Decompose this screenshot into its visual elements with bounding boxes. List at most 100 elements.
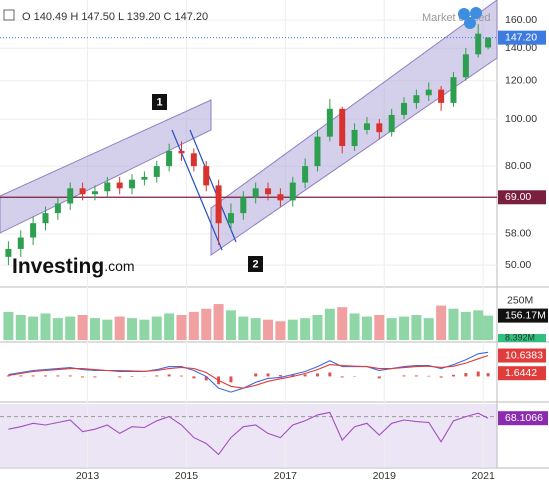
candle-body (265, 188, 272, 195)
volume-bar (423, 318, 434, 340)
candle-body (67, 188, 74, 204)
macd-histogram-bar (486, 373, 490, 377)
volume-bar (65, 316, 76, 340)
macd-histogram-bar (93, 376, 97, 378)
volume-ma-label: 8.392M (505, 332, 535, 342)
volume-bar (411, 315, 422, 340)
macd-histogram-bar (303, 374, 307, 377)
macd-histogram-bar (56, 375, 60, 377)
volume-bar (448, 308, 459, 340)
volume-bar (102, 319, 113, 340)
volume-bar (386, 318, 397, 340)
volume-bar (114, 316, 125, 340)
macd-histogram-bar (31, 375, 35, 377)
volume-bar (15, 315, 26, 340)
macd-histogram-bar (315, 373, 319, 377)
annotation: 1 (156, 96, 162, 108)
volume-bar (337, 307, 348, 340)
y-tick-label: 120.00 (505, 74, 537, 86)
x-tick-label: 2021 (471, 470, 495, 482)
crosshair-icon[interactable] (3, 9, 15, 21)
macd-histogram-bar (278, 375, 282, 377)
ohlc-legend: O 140.49 H 147.50 L 139.20 C 147.20 (22, 11, 208, 23)
y-tick-label: 100.00 (505, 113, 537, 125)
candle-body (475, 33, 482, 55)
volume-bar (176, 315, 187, 340)
candle-body (79, 188, 86, 195)
y-tick-label: 50.00 (505, 259, 531, 271)
volume-bar (28, 316, 39, 340)
macd-histogram-bar (254, 373, 258, 377)
last-price-box (498, 30, 546, 45)
volume-bar (250, 318, 261, 340)
macd-histogram-bar (130, 376, 134, 378)
candle-body (339, 108, 346, 147)
axes: 2013 2015 2017 2019 2021 160.00 140.00 120.00 10… (76, 14, 548, 482)
annotation-box (152, 94, 167, 110)
trendline (171, 129, 223, 251)
macd-histogram-bar (204, 376, 208, 381)
y-tick-label: 80.00 (505, 160, 531, 172)
volume-bar (238, 316, 249, 340)
candle-body (178, 150, 185, 154)
volume-bar (188, 311, 199, 340)
volume-bar (399, 316, 410, 340)
volume-bar (374, 315, 385, 340)
candle-body (401, 102, 408, 115)
y-tick-label: 160.00 (505, 14, 537, 26)
candle-body (240, 197, 247, 214)
candle-body (42, 213, 49, 224)
candle-body (351, 129, 358, 147)
candle-body (129, 179, 136, 189)
y-tick-label: 250M (507, 295, 533, 307)
rsi-line (8, 411, 489, 456)
macd-histogram-bar (328, 372, 332, 377)
candle-body (17, 237, 24, 249)
candle-body (30, 223, 37, 238)
event-marker[interactable] (464, 17, 476, 29)
macd-histogram-bar (19, 375, 23, 377)
candle-body (141, 176, 148, 180)
volume-bar (287, 319, 298, 340)
volume-ma-box (498, 334, 546, 342)
macd-histogram-bar (340, 376, 344, 378)
macd-histogram-bar (439, 376, 443, 378)
plot-area (0, 24, 497, 456)
candle-body (54, 203, 61, 214)
candle-body (363, 123, 370, 130)
watermark-main: Investing (12, 255, 104, 278)
macd-histogram-bar (451, 374, 455, 377)
candle-body (314, 136, 321, 167)
candle-body (104, 182, 111, 192)
volume-bar (300, 318, 311, 340)
volume-bar (473, 310, 484, 340)
y-tick-label: 58.00 (505, 228, 531, 240)
macd-histogram-bar (68, 375, 72, 377)
volume-bar (483, 315, 494, 340)
candle-body (289, 182, 296, 201)
volume-bar (89, 318, 100, 340)
trendline (189, 129, 237, 243)
candle-body (91, 191, 98, 195)
event-marker[interactable] (458, 8, 470, 20)
signal-line (8, 354, 489, 389)
volume-bar (164, 313, 175, 340)
candle-body (190, 153, 197, 167)
volume-bar (3, 311, 14, 340)
volume-bar (127, 318, 138, 340)
volume-bar (436, 305, 447, 340)
macd-histogram-bar (291, 374, 295, 377)
volume-bar (225, 310, 236, 340)
macd-histogram-bar (229, 376, 233, 383)
macd-histogram-bar (427, 375, 431, 377)
signal-last-box (498, 348, 546, 363)
event-marker[interactable] (470, 7, 482, 19)
macd-histogram-bar (179, 375, 183, 377)
rsi-last-box (498, 411, 548, 426)
x-tick-label: 2015 (175, 470, 199, 482)
candle-body (438, 89, 445, 103)
candle-body (302, 166, 309, 183)
macd-histogram-bar (266, 373, 270, 377)
macd-line (8, 351, 489, 393)
